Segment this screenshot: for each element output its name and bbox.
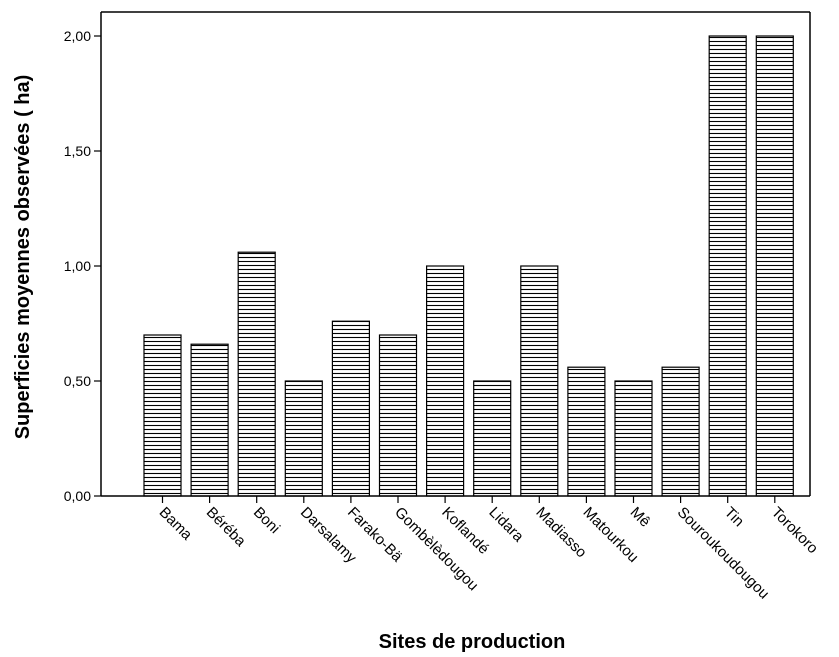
bar-1 — [143, 334, 182, 497]
x-tick-label: Lidara — [485, 504, 527, 546]
y-tick-label: 1,00 — [64, 258, 91, 274]
y-tick-label: 1,50 — [64, 143, 91, 159]
bar-6 — [378, 334, 418, 497]
bar-4 — [284, 380, 323, 497]
y-tick-label: 2,00 — [64, 28, 91, 44]
bar-14 — [755, 35, 794, 497]
bar-7 — [426, 265, 465, 497]
y-axis: 0,00 0,50 1,00 1,50 2,00 — [64, 12, 102, 504]
y-tick-label: 0,00 — [64, 488, 91, 504]
x-tick-label: Gombèlèdougou — [391, 504, 481, 594]
x-tick-label: Torokoro — [768, 504, 821, 557]
x-tick-label: Souroukoudougou — [674, 504, 773, 603]
y-axis-title: Superficies moyennes observées ( ha) — [12, 75, 34, 440]
bar-2 — [190, 343, 229, 497]
bar-8 — [473, 380, 512, 497]
x-tick-label: Boni — [250, 504, 283, 537]
x-tick-label: Tin — [721, 504, 747, 530]
x-tick-label: Bama — [156, 504, 196, 544]
y-tick-label: 0,50 — [64, 373, 91, 389]
x-tick-label: Madiasso — [532, 504, 589, 561]
bars — [143, 35, 794, 497]
bar-13 — [708, 35, 747, 497]
plot-frame — [101, 11, 811, 496]
bar-3 — [237, 251, 276, 497]
bar-9 — [520, 265, 559, 497]
bar-10 — [567, 366, 606, 497]
x-tick-label: Béréba — [203, 504, 250, 551]
bar-12 — [661, 366, 700, 497]
bar-11 — [614, 380, 653, 497]
x-axis-title: Sites de production — [379, 631, 566, 653]
bar-5 — [331, 320, 370, 497]
x-tick-label: Mê — [627, 504, 654, 531]
x-axis: Bama Béréba Boni DarsalamyFarako-BäGombèlèd… — [101, 495, 821, 603]
